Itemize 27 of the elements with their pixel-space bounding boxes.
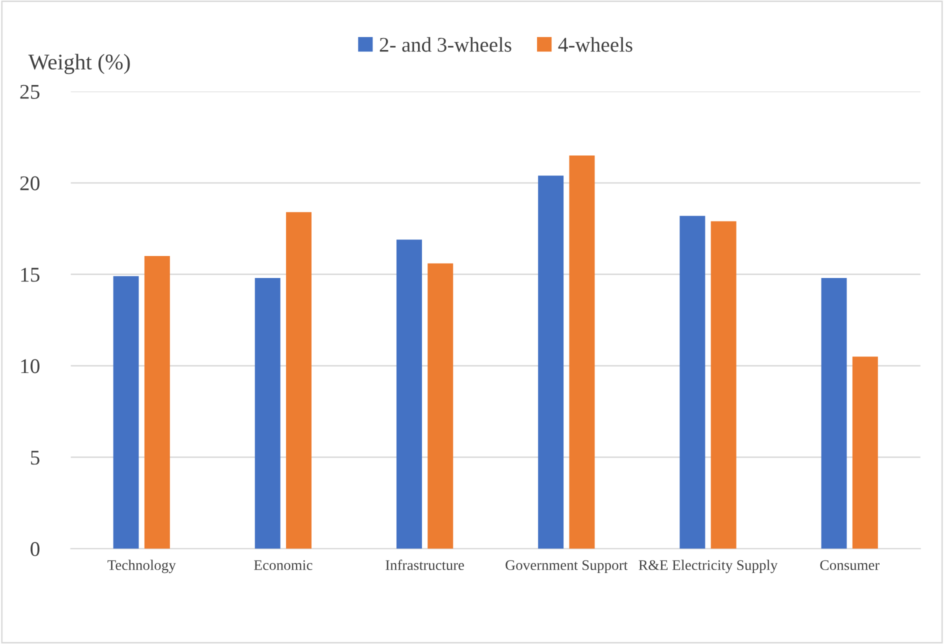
bar — [396, 240, 422, 549]
x-tick-label: Economic — [254, 560, 312, 570]
y-axis-title: Weight (%) — [28, 54, 130, 74]
bar — [680, 216, 706, 549]
bar — [710, 221, 736, 549]
bar — [852, 356, 878, 549]
x-tick-label: Government Support — [506, 560, 628, 574]
bar — [569, 155, 595, 549]
bar — [821, 278, 847, 549]
y-tick-label: 10 — [21, 359, 40, 374]
bar — [538, 176, 564, 549]
x-tick-label: Infrastructure — [386, 560, 464, 570]
y-tick-label: 5 — [31, 450, 40, 465]
legend-label: 4-wheels — [558, 37, 632, 52]
x-tick-label: R&E Electricity Supply — [638, 560, 778, 574]
bar — [254, 278, 280, 549]
bar — [144, 256, 170, 549]
legend-label: 2- and 3-wheels — [380, 37, 512, 52]
x-tick-label: Consumer — [820, 560, 880, 570]
y-tick-label: 15 — [21, 268, 40, 282]
bar — [428, 263, 454, 549]
bar — [113, 276, 139, 549]
y-tick-label: 25 — [20, 84, 40, 99]
y-tick-label: 0 — [30, 542, 40, 556]
y-tick-label: 20 — [20, 176, 40, 190]
x-tick-label: Technology — [108, 560, 176, 574]
bar — [286, 212, 312, 549]
